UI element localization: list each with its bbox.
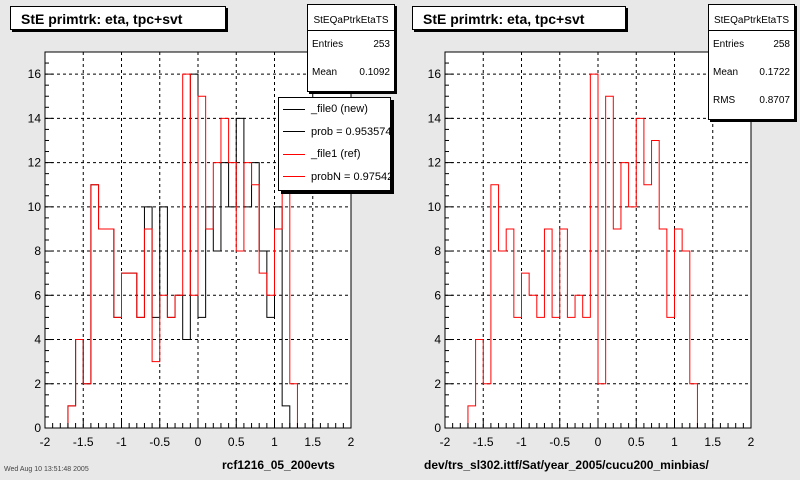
right-ytick-label-7: 14 (428, 111, 442, 125)
right-ytick-label-6: 12 (428, 156, 442, 170)
left-stats-entries-value: 253 (373, 39, 390, 50)
left-timestamp: Wed Aug 10 13:51:48 2005 (4, 466, 89, 473)
right-ytick-label-1: 2 (434, 377, 441, 391)
legend-label-probn: probN = 0.975424 (311, 170, 391, 183)
left-ytick-label-5: 10 (28, 200, 42, 214)
right-ytick-label-0: 0 (434, 421, 441, 435)
legend-swatch-new (283, 108, 305, 110)
right-pad: -2 -1.5 -1 -0.5 0 0.5 1 1.5 2 0 2 4 6 8 10 12 14 16 StE p… (400, 0, 800, 480)
left-xtick-label-1: -1.5 (73, 435, 94, 449)
right-xtick-label-2: -1 (516, 435, 527, 449)
left-plot-title: StE primtrk: eta, tpc+svt (10, 6, 226, 30)
left-ytick-label-3: 6 (34, 288, 41, 302)
right-plot-title: StE primtrk: eta, tpc+svt (412, 6, 626, 30)
left-xtick-label-3: -0.5 (149, 435, 170, 449)
right-ytick-label-8: 16 (428, 67, 442, 81)
right-ytick-label-2: 4 (434, 333, 441, 347)
right-ytick-label-3: 6 (434, 288, 441, 302)
right-stats-rms-value: 0.8707 (759, 95, 790, 106)
left-ytick-label-8: 16 (28, 67, 42, 81)
legend-item-new: _file0 (new) (279, 98, 390, 121)
left-xtick-label-7: 1.5 (304, 435, 321, 449)
legend-item-ref: _file1 (ref) (279, 143, 390, 166)
left-stats-box: StEQaPtrkEtaTS Entries 253 Mean 0.1092 (307, 4, 395, 92)
legend-label-new: _file0 (new) (311, 103, 368, 116)
legend-item-prob: prob = 0.953574 (279, 121, 390, 144)
left-stats-entries: Entries 253 (308, 31, 394, 59)
left-ytick-label-4: 8 (34, 244, 41, 258)
left-stats-entries-label: Entries (312, 39, 344, 50)
right-xtick-label-3: -0.5 (549, 435, 570, 449)
legend-label-prob: prob = 0.953574 (311, 125, 391, 138)
left-xtick-label-8: 2 (348, 435, 355, 449)
left-ytick-label-1: 2 (34, 377, 41, 391)
left-stats-mean: Mean 0.1092 (308, 59, 394, 87)
left-xtick-label-6: 1 (271, 435, 278, 449)
left-xtick-label-4: 0 (195, 435, 202, 449)
right-stats-entries-value: 258 (773, 39, 790, 50)
right-footer-label: dev/trs_sl302.ittf/Sat/year_2005/cucu200… (424, 458, 709, 472)
left-xtick-label-2: -1 (116, 435, 127, 449)
left-xtick-label-5: 0.5 (228, 435, 245, 449)
right-ytick-label-5: 10 (428, 200, 442, 214)
legend-swatch-ref (283, 153, 305, 155)
right-ytick-label-4: 8 (434, 244, 441, 258)
right-series-0-line (467, 73, 729, 429)
left-ytick-label-6: 12 (28, 156, 42, 170)
left-stats-mean-value: 0.1092 (359, 67, 390, 78)
left-footer-label: rcf1216_05_200evts (222, 458, 335, 472)
left-legend: _file0 (new) prob = 0.953574 _file1 (ref… (278, 97, 391, 191)
right-stats-entries: Entries 258 (709, 31, 794, 59)
right-stats-rms: RMS 0.8707 (709, 87, 794, 115)
left-xtick-label-0: -2 (40, 435, 51, 449)
right-stats-mean: Mean 0.1722 (709, 59, 794, 87)
left-stats-mean-label: Mean (312, 67, 338, 78)
right-xtick-label-5: 0.5 (628, 435, 645, 449)
left-ytick-label-0: 0 (34, 421, 41, 435)
right-stats-mean-value: 0.1722 (759, 67, 790, 78)
legend-label-ref: _file1 (ref) (311, 148, 361, 161)
right-stats-rms-label: RMS (713, 95, 736, 106)
right-xtick-label-0: -2 (440, 435, 451, 449)
legend-swatch-prob (283, 131, 305, 133)
right-stats-name: StEQaPtrkEtaTS (709, 5, 794, 31)
left-series-1-line (67, 73, 329, 429)
right-stats-entries-label: Entries (713, 39, 745, 50)
left-ytick-label-2: 4 (34, 333, 41, 347)
legend-item-probn: probN = 0.975424 (279, 166, 390, 189)
right-xtick-label-1: -1.5 (473, 435, 494, 449)
right-xtick-label-6: 1 (671, 435, 678, 449)
right-xtick-label-4: 0 (595, 435, 602, 449)
left-pad: -2 -1.5 -1 -0.5 0 0.5 1 1.5 2 0 2 4 6 8 10 12 14 16 StE p… (4, 4, 395, 473)
right-xtick-label-7: 1.5 (704, 435, 721, 449)
legend-swatch-probn (283, 176, 305, 178)
right-xtick-label-8: 2 (748, 435, 755, 449)
right-stats-box: StEQaPtrkEtaTS Entries 258 Mean 0.1722 R… (708, 4, 795, 120)
left-stats-name: StEQaPtrkEtaTS (308, 5, 394, 31)
left-ytick-label-7: 14 (28, 111, 42, 125)
right-stats-mean-label: Mean (713, 67, 739, 78)
